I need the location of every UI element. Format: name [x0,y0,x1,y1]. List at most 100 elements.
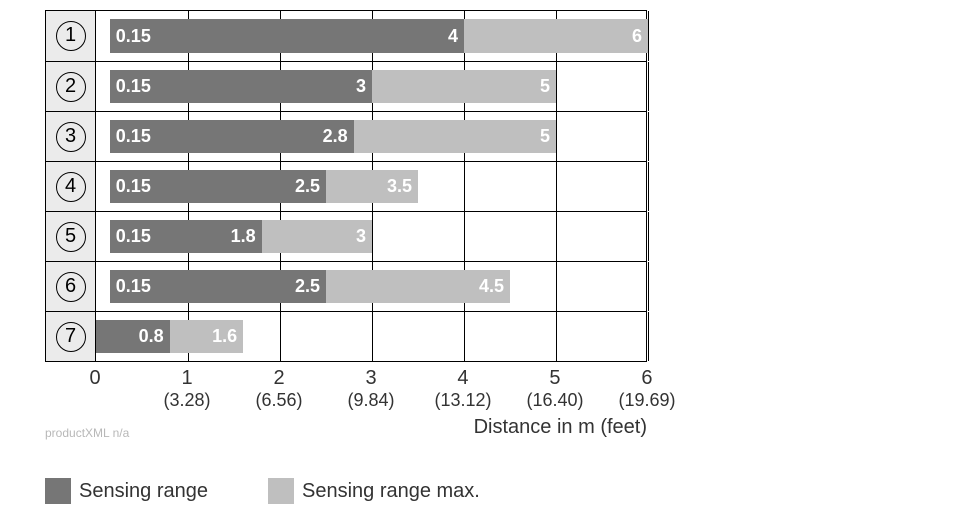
bar-max-value: 3 [356,226,372,247]
grid-line [556,212,557,261]
legend-swatch-max [268,478,294,504]
bar-nominal: 0.15 2.5 [110,170,326,203]
x-tick-sublabel: (16.40) [526,390,583,412]
bar-start-value: 0.15 [110,176,151,197]
table-row: 6 4.5 0.152.5 [46,261,646,311]
bar-stack: 4.5 0.152.5 [96,270,646,303]
bar-nominal: 0.152.5 [110,270,326,303]
legend-swatch-nominal [45,478,71,504]
grid-line [556,162,557,211]
bar-max-value: 1.6 [212,326,243,347]
legend-item-nominal: Sensing range [45,478,208,504]
grid-line [648,112,649,161]
bar-nominal: 0.151.8 [110,220,262,253]
bar-max-value: 3.5 [387,176,418,197]
row-index-icon: 5 [56,222,86,252]
grid-line [556,62,557,111]
bar-stack: 1.6 0.8 [96,320,646,353]
grid-line [556,112,557,161]
row-label: 5 [46,212,96,261]
legend: Sensing range Sensing range max. [45,478,960,504]
row-index-icon: 7 [56,322,86,352]
grid-line [648,262,649,311]
bar-max: 1.6 [170,320,244,353]
legend-label-max: Sensing range max. [302,480,480,503]
grid-line [464,312,465,361]
x-tick-label: 2 [255,366,302,390]
row-label: 6 [46,262,96,311]
bar-nominal: 0.152.8 [110,120,354,153]
bar-nominal: 0.8 [96,320,170,353]
bar-max-value: 4.5 [479,276,510,297]
bar-start-value: 0.15 [110,276,151,297]
x-tick: 4(13.12) [434,366,491,412]
row-bar-track: 6 0.15 4 [96,11,646,61]
row-index-icon: 6 [56,272,86,302]
row-bar-track: 5 0.152.8 [96,112,646,161]
bar-max: 5 [354,120,556,153]
table-row: 2 5 0.15 3 [46,61,646,111]
bar-stack: 5 0.152.8 [96,120,646,153]
x-tick-sublabel: (13.12) [434,390,491,412]
row-label: 2 [46,62,96,111]
grid-line [648,312,649,361]
grid-line [464,162,465,211]
bar-max: 4.5 [326,270,510,303]
x-tick: 6(19.69) [618,366,675,412]
chart-plot-area: 160.154250.153350.152.843.50.152.5530.15… [45,10,647,362]
x-tick: 1(3.28) [163,366,210,412]
row-index-icon: 2 [56,72,86,102]
grid-line [280,312,281,361]
grid-line [648,62,649,111]
bar-start-value: 0.15 [110,76,151,97]
grid-line [648,212,649,261]
bar-stack: 5 0.15 3 [96,70,646,103]
x-tick-label: 4 [434,366,491,390]
x-tick-label: 5 [526,366,583,390]
row-label: 1 [46,11,96,61]
bar-nominal-value: 4 [448,26,464,47]
x-tick-sublabel: (6.56) [255,390,302,412]
bar-nominal-value: 3 [356,76,372,97]
x-tick: 3(9.84) [347,366,394,412]
x-tick: 5(16.40) [526,366,583,412]
bar-start-value: 0.15 [110,126,151,147]
x-tick: 2(6.56) [255,366,302,412]
grid-line [372,312,373,361]
bar-stack: 3 0.151.8 [96,220,646,253]
bar-nominal-value: 2.5 [295,176,326,197]
bar-max: 3.5 [326,170,418,203]
legend-label-nominal: Sensing range [79,480,208,503]
bar-stack: 3.5 0.15 2.5 [96,170,646,203]
row-bar-track: 3 0.151.8 [96,212,646,261]
row-label: 3 [46,112,96,161]
table-row: 1 6 0.15 4 [46,11,646,61]
row-index-icon: 3 [56,122,86,152]
x-tick: 0 [89,366,100,390]
x-axis-label: Distance in m (feet) [474,416,647,439]
legend-item-max: Sensing range max. [268,478,480,504]
bar-start-value: 0.15 [110,226,151,247]
bar-max: 5 [372,70,556,103]
bar-max: 3 [262,220,372,253]
bar-max-value: 5 [540,76,556,97]
x-tick-sublabel: (3.28) [163,390,210,412]
x-tick-sublabel: (9.84) [347,390,394,412]
row-label: 7 [46,312,96,361]
bar-max-value: 5 [540,126,556,147]
grid-line [556,262,557,311]
row-bar-track: 4.5 0.152.5 [96,262,646,311]
grid-line [464,212,465,261]
sensing-range-chart: 160.154250.153350.152.843.50.152.5530.15… [45,10,960,440]
table-row: 5 3 0.151.8 [46,211,646,261]
bar-start-value: 0.15 [110,26,151,47]
x-tick-label: 0 [89,366,100,390]
x-tick-label: 3 [347,366,394,390]
bar-nominal: 0.15 4 [110,19,464,53]
row-index-icon: 1 [56,21,86,51]
row-bar-track: 1.6 0.8 [96,312,646,361]
bar-max-value: 6 [632,26,648,47]
bar-nominal-value: 0.8 [139,326,170,347]
grid-line [556,312,557,361]
bar-stack: 6 0.15 4 [96,19,646,53]
